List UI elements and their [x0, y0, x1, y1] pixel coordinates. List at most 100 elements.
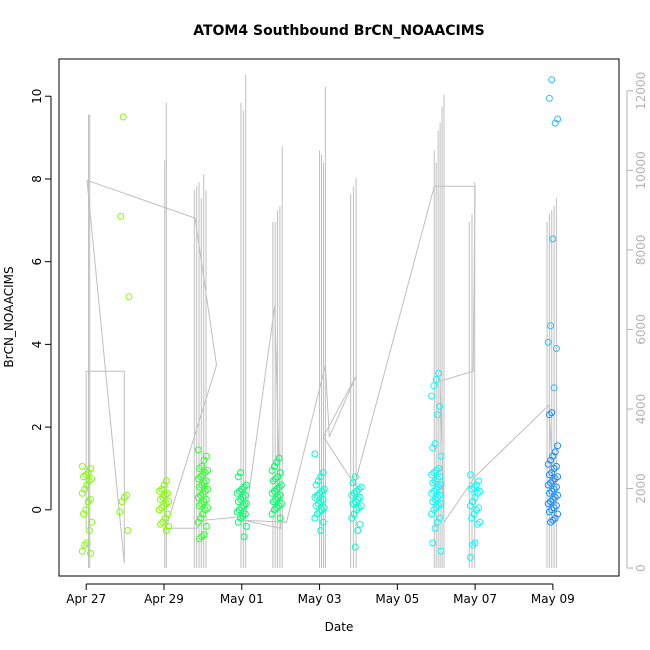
data-point — [194, 446, 202, 454]
data-point — [85, 477, 93, 485]
data-point — [88, 518, 96, 526]
data-point — [550, 384, 558, 392]
data-point — [552, 345, 560, 352]
y-tick-label: 10 — [30, 89, 44, 104]
data-point — [160, 481, 168, 489]
data-point — [475, 477, 483, 485]
data-point — [199, 489, 207, 497]
data-point — [202, 522, 210, 530]
data-point — [466, 553, 474, 561]
data-point — [547, 322, 555, 330]
data-point — [349, 500, 357, 508]
data-point — [544, 338, 552, 346]
x-axis-label: Date — [325, 620, 354, 634]
y-axis-left: 0 2 4 6 8 10 — [30, 89, 52, 514]
data-point — [353, 506, 360, 514]
data-point — [240, 533, 248, 541]
data-point — [551, 514, 559, 522]
data-point — [311, 514, 319, 522]
data-point — [432, 376, 440, 383]
data-point — [545, 471, 553, 479]
y-right-tick-label: 0 — [634, 564, 648, 572]
data-point — [317, 527, 325, 534]
altitude-series — [85, 74, 557, 569]
data-point — [87, 496, 94, 503]
x-tick-label: May 01 — [220, 592, 264, 606]
y-tick-label: 8 — [30, 175, 44, 183]
data-point — [276, 514, 284, 522]
data-point — [201, 487, 209, 495]
data-point — [544, 500, 552, 508]
data-point — [549, 477, 557, 485]
data-point — [428, 510, 436, 518]
data-point — [164, 510, 171, 518]
data-point — [268, 489, 276, 497]
x-tick-label: May 07 — [453, 592, 497, 606]
data-point — [194, 518, 202, 526]
x-axis: Apr 27 Apr 29 May 01 May 03 May 05 May 07 May … — [66, 583, 575, 606]
data-point — [317, 473, 325, 481]
data-point — [242, 481, 250, 489]
data-point — [312, 502, 320, 510]
data-point — [428, 471, 436, 479]
data-point — [270, 487, 278, 495]
y-tick-label: 4 — [30, 341, 44, 349]
data-point — [195, 483, 203, 491]
y-tick-label: 6 — [30, 258, 44, 266]
data-point — [270, 462, 278, 470]
data-point — [155, 487, 163, 495]
data-point — [468, 485, 476, 493]
data-point — [551, 448, 559, 456]
data-point — [157, 496, 164, 503]
data-point — [470, 483, 478, 491]
data-point — [428, 392, 436, 400]
x-tick-label: May 05 — [375, 592, 419, 606]
x-tick-label: Apr 29 — [144, 592, 184, 606]
data-point — [435, 369, 443, 377]
data-point — [200, 456, 208, 464]
data-point — [240, 483, 248, 491]
data-point — [432, 485, 440, 493]
data-point — [87, 549, 94, 557]
data-point — [85, 527, 93, 534]
data-point — [242, 522, 250, 530]
data-point — [240, 502, 248, 510]
data-point — [552, 462, 560, 470]
data-point — [277, 500, 285, 508]
data-point — [544, 460, 552, 468]
data-point — [269, 477, 277, 485]
data-point — [549, 516, 557, 524]
data-point — [544, 481, 552, 489]
data-point — [199, 471, 207, 479]
data-point — [548, 469, 556, 477]
data-point — [78, 462, 86, 470]
data-point — [84, 498, 92, 506]
data-point — [348, 491, 356, 499]
data-point — [356, 493, 364, 501]
data-point — [436, 491, 444, 499]
data-point — [313, 491, 321, 499]
data-point — [430, 487, 438, 495]
data-point — [348, 514, 356, 522]
data-point — [234, 473, 242, 481]
data-point — [239, 493, 247, 501]
data-point — [201, 506, 209, 514]
data-point — [275, 483, 283, 491]
data-point — [545, 94, 553, 102]
y-axis-label: BrCN_NOAACIMS — [2, 266, 16, 367]
y-right-tick-label: 8000 — [634, 235, 648, 266]
data-point — [195, 502, 203, 510]
data-point — [118, 498, 126, 506]
data-point — [430, 469, 438, 477]
data-point — [242, 500, 250, 508]
data-point — [269, 498, 277, 506]
data-point — [551, 475, 559, 483]
data-point — [82, 471, 90, 479]
data-point — [78, 547, 86, 555]
data-point — [314, 477, 322, 485]
data-point — [466, 471, 474, 479]
data-point — [164, 489, 171, 497]
data-point — [473, 489, 481, 497]
data-point — [235, 487, 243, 495]
